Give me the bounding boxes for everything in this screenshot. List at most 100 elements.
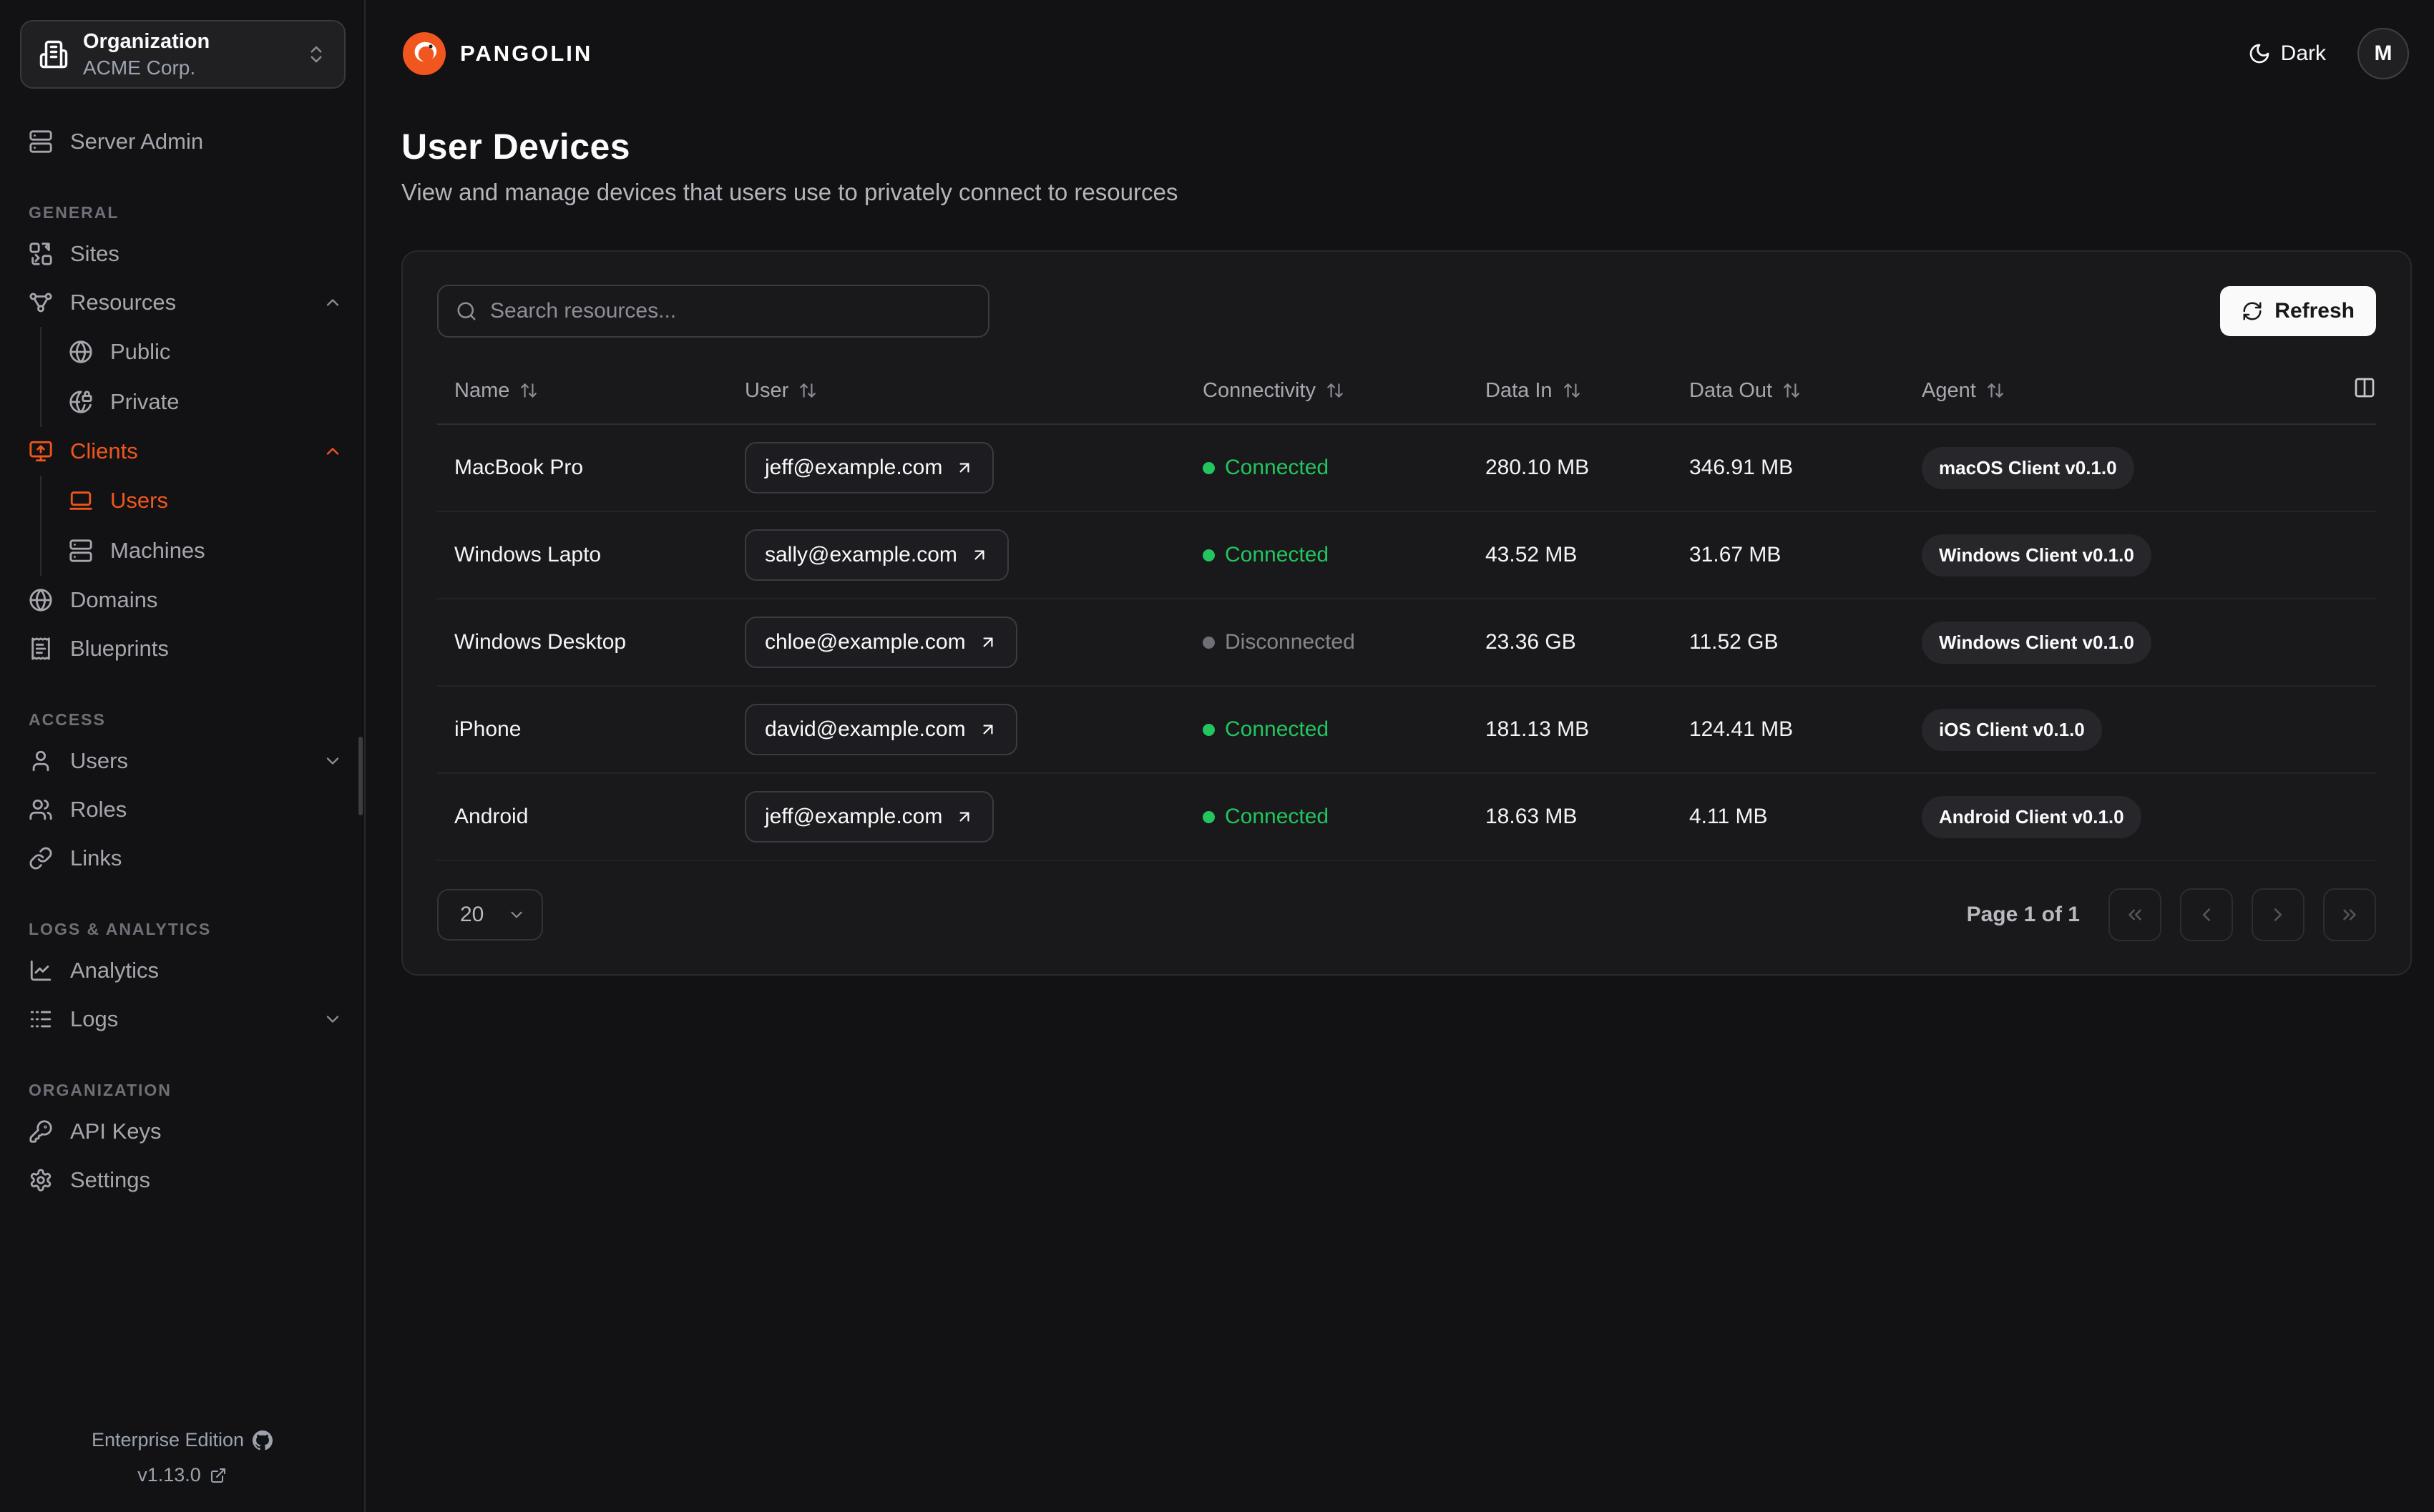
sites-icon xyxy=(29,242,53,266)
resources-submenu: Public Private xyxy=(40,327,364,427)
connectivity-status: Connected xyxy=(1203,717,1329,742)
chevron-down-icon[interactable] xyxy=(323,751,343,771)
topbar: PANGOLIN Dark M xyxy=(366,0,2434,107)
organization-selector[interactable]: Organization ACME Corp. xyxy=(20,20,346,89)
sidebar-item-label: Users xyxy=(70,748,128,773)
sidebar-item-logs[interactable]: Logs xyxy=(0,995,364,1044)
receipt-icon xyxy=(29,637,53,661)
column-header-agent[interactable]: Agent xyxy=(1922,379,2297,403)
sidebar-item-domains[interactable]: Domains xyxy=(0,576,364,624)
sidebar-item-roles[interactable]: Roles xyxy=(0,785,364,834)
sidebar-item-private[interactable]: Private xyxy=(41,377,364,427)
data-out: 346.91 MB xyxy=(1689,424,1922,512)
user-link-button[interactable]: chloe@example.com xyxy=(745,617,1017,668)
user-link-button[interactable]: david@example.com xyxy=(745,704,1017,755)
page-size-select[interactable]: 20 xyxy=(437,889,543,941)
sidebar-item-sites[interactable]: Sites xyxy=(0,230,364,278)
table-row[interactable]: iPhone david@example.com Connected 181.1… xyxy=(437,686,2376,774)
brand[interactable]: PANGOLIN xyxy=(401,31,592,77)
sidebar-item-links[interactable]: Links xyxy=(0,834,364,883)
user-link-button[interactable]: jeff@example.com xyxy=(745,791,994,843)
status-dot xyxy=(1203,636,1215,649)
table-row[interactable]: MacBook Pro jeff@example.com Connected 2… xyxy=(437,424,2376,512)
table-row[interactable]: Android jeff@example.com Connected 18.63… xyxy=(437,773,2376,861)
agent-badge: Windows Client v0.1.0 xyxy=(1922,534,2151,576)
status-dot xyxy=(1203,461,1215,474)
search-icon xyxy=(456,300,477,322)
sidebar-item-users[interactable]: Users xyxy=(0,737,364,785)
page-title: User Devices xyxy=(401,127,631,167)
sidebar-item-clients[interactable]: Clients xyxy=(0,427,364,476)
sidebar-item-server-admin[interactable]: Server Admin xyxy=(0,117,364,166)
arrow-up-right-icon xyxy=(979,633,997,652)
edition-label: Enterprise Edition xyxy=(91,1429,245,1450)
column-header-data-in[interactable]: Data In xyxy=(1485,379,1689,403)
sidebar-item-analytics[interactable]: Analytics xyxy=(0,946,364,995)
chevron-up-icon[interactable] xyxy=(323,293,343,313)
sidebar-item-label: Users xyxy=(110,488,168,513)
next-page-button[interactable] xyxy=(2252,888,2305,941)
columns-icon[interactable] xyxy=(2353,376,2376,399)
org-label: Organization xyxy=(83,29,210,53)
column-header-data-out[interactable]: Data Out xyxy=(1689,379,1922,403)
prev-page-button[interactable] xyxy=(2180,888,2233,941)
monitor-up-icon xyxy=(29,439,53,463)
refresh-button[interactable]: Refresh xyxy=(2220,286,2376,336)
data-in: 43.52 MB xyxy=(1485,511,1689,599)
sort-icon xyxy=(519,381,538,400)
gear-icon xyxy=(29,1168,53,1192)
table-row[interactable]: Windows Desktop chloe@example.com Discon… xyxy=(437,599,2376,687)
sidebar-item-public[interactable]: Public xyxy=(41,327,364,377)
avatar-initial: M xyxy=(2374,41,2393,65)
sidebar-item-label: Roles xyxy=(70,797,127,822)
section-title-logs-analytics: LOGS & ANALYTICS xyxy=(29,920,212,938)
agent-badge: iOS Client v0.1.0 xyxy=(1922,708,2102,751)
pangolin-logo-icon xyxy=(401,31,447,77)
status-dot xyxy=(1203,723,1215,736)
sidebar-item-client-users[interactable]: Users xyxy=(41,476,364,526)
chevron-up-icon[interactable] xyxy=(323,441,343,461)
device-name: MacBook Pro xyxy=(437,424,745,512)
sidebar-item-api-keys[interactable]: API Keys xyxy=(0,1107,364,1156)
device-name: Windows Lapto xyxy=(437,511,745,599)
avatar[interactable]: M xyxy=(2357,28,2409,79)
device-name: Windows Desktop xyxy=(437,599,745,687)
globe-icon xyxy=(29,588,53,612)
chevron-down-icon[interactable] xyxy=(323,1009,343,1029)
data-out: 4.11 MB xyxy=(1689,773,1922,861)
pagination-status: Page 1 of 1 xyxy=(1966,903,2080,926)
version-label: v1.13.0 xyxy=(137,1464,201,1486)
column-header-connectivity[interactable]: Connectivity xyxy=(1203,379,1485,403)
last-page-button[interactable] xyxy=(2323,888,2376,941)
external-link-icon[interactable] xyxy=(210,1467,227,1484)
main-area: PANGOLIN Dark M User Devices View and ma… xyxy=(366,0,2434,1512)
sort-icon xyxy=(1326,381,1344,400)
device-name: Android xyxy=(437,773,745,861)
github-icon[interactable] xyxy=(253,1430,273,1450)
sidebar-scrollbar[interactable] xyxy=(358,737,363,815)
search-input[interactable] xyxy=(490,299,971,323)
user-link-button[interactable]: sally@example.com xyxy=(745,529,1009,581)
first-page-button[interactable] xyxy=(2108,888,2161,941)
sidebar-item-label: Analytics xyxy=(70,958,160,983)
sidebar-item-client-machines[interactable]: Machines xyxy=(41,526,364,576)
sidebar-item-blueprints[interactable]: Blueprints xyxy=(0,624,364,673)
link-icon xyxy=(29,846,53,870)
refresh-icon xyxy=(2242,300,2263,322)
user-icon xyxy=(29,749,53,773)
column-header-user[interactable]: User xyxy=(745,379,1203,403)
table-row[interactable]: Windows Lapto sally@example.com Connecte… xyxy=(437,511,2376,599)
data-in: 23.36 GB xyxy=(1485,599,1689,687)
theme-toggle[interactable]: Dark xyxy=(2248,41,2326,66)
devices-table: Name User Connectivity Data In Data Out … xyxy=(437,358,2376,861)
agent-badge: Android Client v0.1.0 xyxy=(1922,795,2141,838)
server-icon xyxy=(69,539,93,563)
chart-line-icon xyxy=(29,958,53,983)
user-link-button[interactable]: jeff@example.com xyxy=(745,442,994,494)
column-header-name[interactable]: Name xyxy=(454,379,745,403)
users-icon xyxy=(29,797,53,822)
sidebar-item-settings[interactable]: Settings xyxy=(0,1156,364,1204)
device-name: iPhone xyxy=(437,686,745,774)
sidebar-item-resources[interactable]: Resources xyxy=(0,278,364,327)
